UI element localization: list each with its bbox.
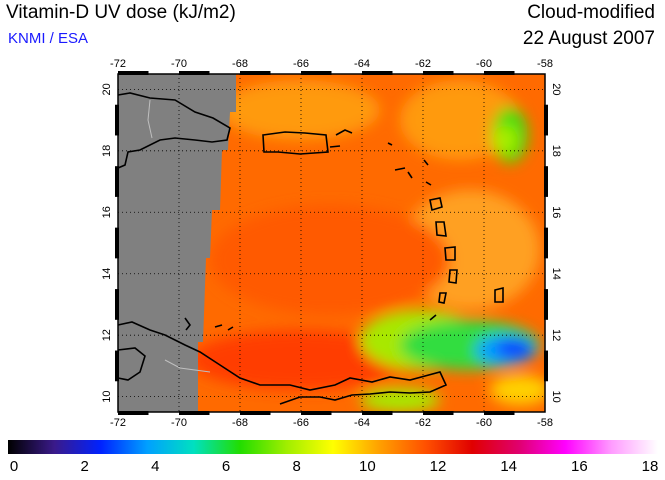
frame-stripe [544, 166, 548, 197]
frame-stripe [179, 411, 210, 415]
frame-stripe [362, 71, 393, 75]
frame-stripe [484, 411, 515, 415]
colorbar-tick-label: 2 [80, 458, 89, 475]
frame-stripe [544, 227, 548, 259]
colorbar-tick-label: 8 [292, 458, 301, 475]
frame-stripe [118, 411, 149, 415]
frame-stripe [301, 71, 332, 75]
lat-tick-label: 20 [101, 83, 113, 95]
frame-stripe [301, 411, 332, 415]
coastlines [117, 92, 504, 405]
colorbar-tick-label: 10 [358, 458, 376, 475]
lon-tick-label: -62 [415, 58, 431, 70]
lat-tick-label: 16 [101, 206, 113, 218]
colorbar-tick-label: 12 [429, 458, 447, 475]
frame-stripe [423, 71, 454, 75]
lat-tick-label: 18 [101, 145, 113, 157]
uv-field [118, 74, 545, 412]
lon-tick-label: -66 [293, 58, 309, 70]
colorbar-tick-label: 18 [641, 458, 659, 475]
colorbar-tick-label: 14 [500, 458, 517, 475]
axis-ticks: -72 -72 -70 -70 -68 -68 -66 -66 -64 -64 -62 -62 -60 -… [101, 58, 562, 429]
lon-tick-label: -68 [232, 417, 248, 429]
lat-tick-label: 10 [550, 391, 562, 403]
date-label: 22 August 2007 [522, 28, 655, 49]
lat-tick-label: 20 [550, 83, 562, 95]
lon-tick-label: -64 [354, 417, 370, 429]
lat-tick-label: 10 [101, 391, 113, 403]
frame-stripe [115, 166, 119, 197]
lat-tick-label: 12 [101, 329, 113, 341]
lat-tick-label: 14 [550, 268, 562, 280]
frame-stripe [115, 227, 119, 259]
map-gridlines [118, 74, 545, 412]
lon-tick-label: -62 [415, 417, 431, 429]
frame-stripe [544, 350, 548, 382]
frame-stripe [115, 289, 119, 320]
frame-stripe [423, 411, 454, 415]
lat-tick-label: 14 [101, 268, 113, 280]
lon-tick-label: -72 [110, 58, 126, 70]
colorbar-tick-label: 6 [221, 458, 231, 475]
lon-tick-label: -58 [537, 58, 553, 70]
lon-tick-label: -58 [537, 417, 553, 429]
lat-tick-label: 16 [550, 206, 562, 218]
colorbar-tick-label: 16 [570, 458, 588, 475]
colorbar [8, 440, 658, 454]
frame-stripe [362, 411, 393, 415]
frame-stripe [240, 411, 271, 415]
frame-stripe [544, 104, 548, 136]
frame-stripe [115, 104, 119, 136]
lon-tick-label: -68 [232, 58, 248, 70]
lon-tick-label: -64 [354, 58, 370, 70]
colorbar-tick-label: 0 [9, 458, 19, 475]
lon-tick-label: -70 [171, 417, 187, 429]
frame-stripe [118, 71, 149, 75]
borders [147, 99, 211, 373]
lon-tick-label: -60 [476, 417, 492, 429]
frame-stripe [544, 289, 548, 320]
frame-stripe [484, 71, 515, 75]
frame-stripe [179, 71, 210, 75]
colorbar-tick-label: 4 [151, 458, 160, 475]
chart-title: Vitamin-D UV dose (kJ/m2) [6, 2, 236, 23]
mode-label: Cloud-modified [527, 2, 655, 23]
lat-tick-label: 12 [550, 329, 562, 341]
lon-tick-label: -70 [171, 58, 187, 70]
lat-tick-label: 18 [550, 145, 562, 157]
frame-stripe [240, 71, 271, 75]
lon-tick-label: -72 [110, 417, 126, 429]
lon-tick-label: -60 [476, 58, 492, 70]
no-data-region [118, 74, 236, 412]
frame-stripes [115, 71, 548, 415]
frame-stripe [115, 350, 119, 382]
credit-label: KNMI / ESA [8, 30, 89, 47]
lon-tick-label: -66 [293, 417, 309, 429]
